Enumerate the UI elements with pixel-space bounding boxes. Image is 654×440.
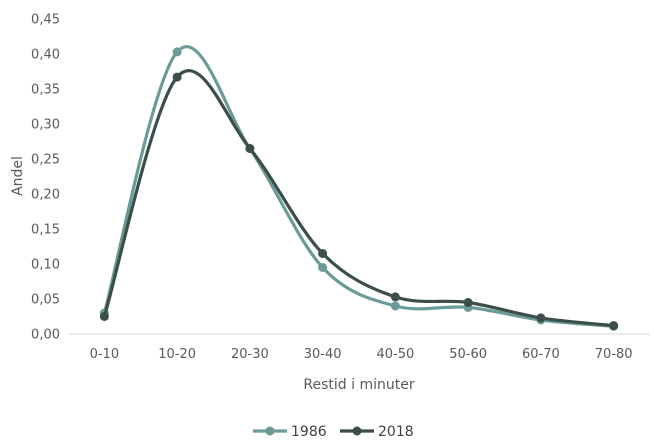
x-tick-label: 70-80 (595, 347, 633, 362)
x-tick-label: 50-60 (449, 347, 487, 362)
series-1986 (99, 45, 619, 331)
x-tick-label: 10-20 (158, 347, 196, 362)
y-tick-label: 0,10 (31, 258, 60, 273)
y-axis-title: Andel (10, 156, 26, 196)
y-tick-label: 0,30 (31, 118, 60, 133)
y-tick-label: 0,25 (31, 153, 60, 168)
data-point-2018 (172, 72, 182, 82)
y-tick-label: 0,00 (31, 328, 60, 343)
y-tick-labels: 0,00 0,05 0,10 0,15 0,20 0,25 0,30 0,35 0,40 0,45 (31, 13, 60, 343)
data-point-2018 (245, 144, 255, 153)
series-group (99, 45, 619, 331)
data-point-1986 (172, 47, 182, 57)
x-tick-label: 30-40 (304, 347, 342, 362)
y-tick-label: 0,45 (31, 13, 60, 28)
data-point-2018 (463, 298, 473, 307)
y-tick-label: 0,35 (31, 83, 60, 98)
data-point-2018 (609, 321, 619, 331)
legend-label: 1986 (291, 424, 327, 440)
x-tick-label: 60-70 (522, 347, 560, 362)
legend-swatch-marker (352, 426, 362, 436)
x-tick-label: 0-10 (90, 347, 120, 362)
legend: 1986 2018 (253, 424, 414, 440)
legend-item-1986: 1986 (253, 424, 327, 440)
series-line-2018 (102, 69, 616, 328)
y-tick-label: 0,05 (31, 293, 60, 308)
y-tick-label: 0,15 (31, 223, 60, 238)
data-point-2018 (536, 313, 546, 323)
data-point-1986 (390, 301, 400, 311)
series-line-1986 (102, 45, 616, 328)
x-tick-label: 20-30 (231, 347, 269, 362)
y-tick-label: 0,20 (31, 188, 60, 203)
data-point-2018 (390, 292, 400, 302)
y-tick-label: 0,40 (31, 48, 60, 63)
x-tick-label: 40-50 (376, 347, 414, 362)
data-point-2018 (99, 312, 109, 321)
legend-item-2018: 2018 (340, 424, 414, 440)
x-axis-title: Restid i minuter (303, 377, 414, 393)
data-point-2018 (318, 249, 328, 258)
x-tick-labels: 0-10 10-20 20-30 30-40 40-50 50-60 60-70 70-80 (90, 347, 633, 362)
series-2018 (99, 69, 619, 331)
legend-swatch-marker (265, 426, 275, 436)
data-point-1986 (318, 263, 328, 272)
legend-label: 2018 (378, 424, 414, 440)
